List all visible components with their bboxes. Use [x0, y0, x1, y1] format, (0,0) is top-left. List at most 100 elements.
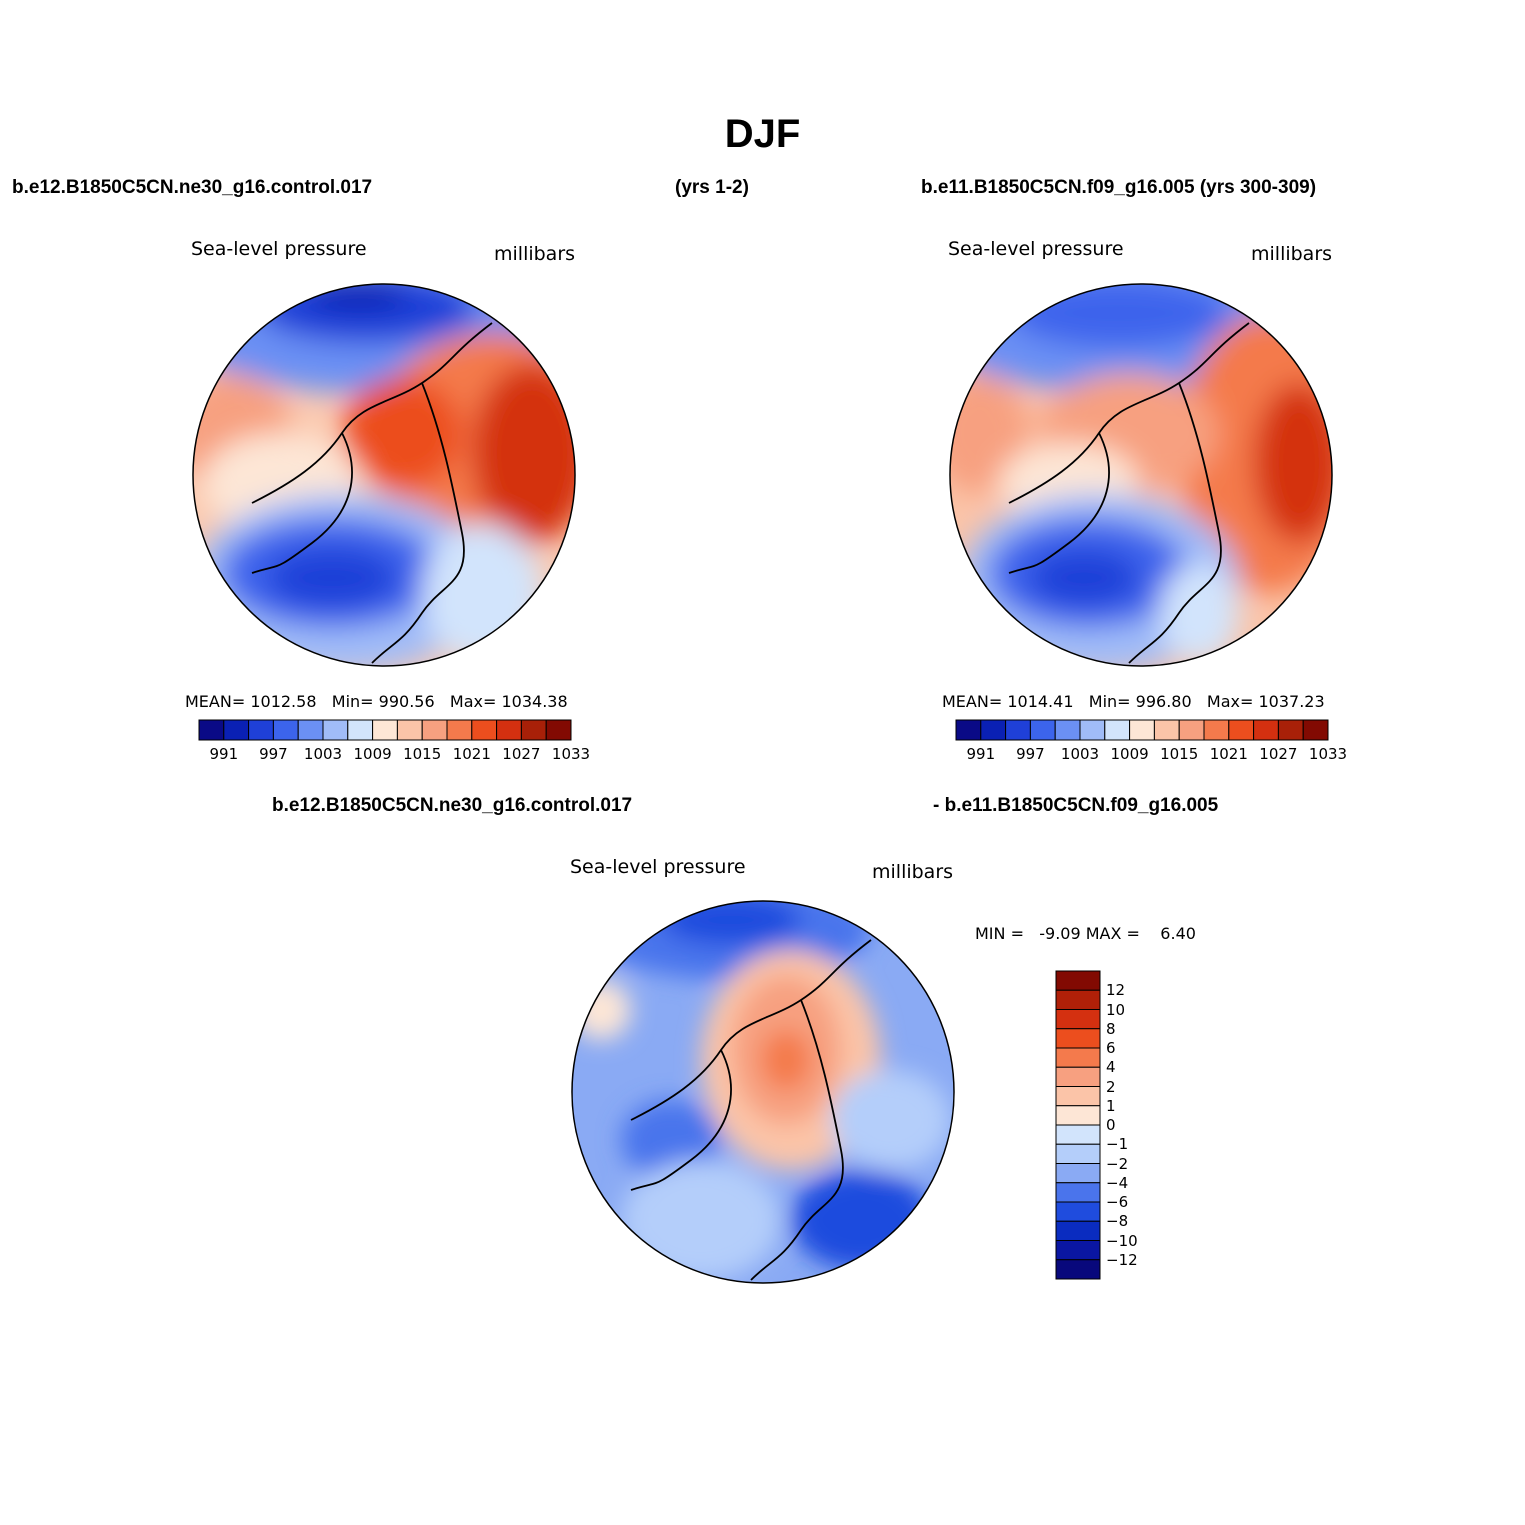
colorbar-swatch: [1005, 719, 1031, 741]
colorbar-swatch: [272, 719, 299, 741]
diff-colorbar-tick-label: −1: [1106, 1135, 1129, 1154]
colorbar-tick-label: 1027: [502, 745, 541, 763]
diff-colorbar-swatch: [1055, 1009, 1101, 1030]
colorbar-swatch: [396, 719, 423, 741]
diff-colorbar-swatch: [1055, 1240, 1101, 1261]
panel1-colorbar-ticks: 991 997 1003 1009 1015 1021 1027 1033: [199, 745, 590, 765]
diff-colorbar-tick-label: 8: [1106, 1019, 1116, 1038]
colorbar-swatch: [1079, 719, 1106, 741]
colorbar-tick-label: 1009: [353, 745, 392, 763]
diff-coastline: [630, 939, 872, 1281]
colorbar-tick-label: 1033: [551, 745, 591, 763]
diff-left-case: b.e12.B1850C5CN.ne30_g16.control.017: [272, 795, 633, 816]
panel1-stats: MEAN= 1012.58 Min= 990.56 Max= 1034.38: [185, 692, 568, 711]
diff-colorbar-swatch: [1055, 1143, 1101, 1164]
diff-colorbar-tick-label: 4: [1106, 1058, 1116, 1077]
colorbar-swatch: [520, 719, 547, 741]
colorbar-swatch: [471, 719, 498, 741]
colorbar-swatch: [1129, 719, 1155, 741]
diff-colorbar-swatch: [1055, 1220, 1101, 1241]
diff-colorbar-tick-label: −8: [1106, 1212, 1129, 1231]
left-case-years: (yrs 1-2): [675, 177, 749, 198]
colorbar-swatch: [980, 719, 1007, 741]
colorbar-swatch: [1203, 719, 1230, 741]
diff-colorbar-swatch: [1055, 970, 1101, 991]
panel1-coastline: [251, 322, 493, 664]
diff-colorbar-tick-label: 1: [1106, 1096, 1116, 1115]
colorbar-tick-label: 1009: [1110, 745, 1149, 763]
colorbar-swatch: [248, 719, 274, 741]
colorbar-swatch: [1104, 719, 1131, 741]
colorbar-swatch: [372, 719, 398, 741]
diff-colorbar-ticks: 12 10 8 6 4 2 1 0 −1 −2 −4 −6 −8 −10 −12: [1106, 971, 1166, 1279]
right-case-name: b.e11.B1850C5CN.f09_g16.005 (yrs 300-309…: [921, 177, 1317, 198]
colorbar-swatch: [322, 719, 349, 741]
diff-colorbar-swatch: [1055, 1182, 1101, 1203]
colorbar-swatch: [1054, 719, 1081, 741]
diff-colorbar-tick-label: −12: [1106, 1250, 1138, 1269]
panel2-colorbar: [955, 719, 1329, 741]
colorbar-tick-label: 1033: [1308, 745, 1348, 763]
panel1-polar-map: [192, 283, 576, 667]
diff-colorbar-tick-label: 10: [1106, 1000, 1126, 1019]
panel2-variable: Sea-level pressure: [948, 238, 1124, 260]
diff-variable: Sea-level pressure: [570, 856, 746, 878]
panel2-polar-map: [949, 283, 1333, 667]
colorbar-swatch: [545, 719, 572, 741]
panel2-stats: MEAN= 1014.41 Min= 996.80 Max= 1037.23: [942, 692, 1325, 711]
diff-right-case: - b.e11.B1850C5CN.f09_g16.005: [933, 795, 1219, 816]
colorbar-tick-label: 991: [209, 745, 239, 763]
colorbar-swatch: [1277, 719, 1304, 741]
colorbar-swatch: [955, 719, 982, 741]
diff-colorbar-swatch: [1055, 1047, 1101, 1068]
colorbar-tick-label: 991: [966, 745, 996, 763]
panel2-units: millibars: [1251, 243, 1333, 265]
diff-colorbar-swatch: [1055, 1124, 1101, 1145]
left-case-name: b.e12.B1850C5CN.ne30_g16.control.017: [12, 177, 373, 198]
colorbar-swatch: [1153, 719, 1180, 741]
diff-polar-map: [571, 900, 955, 1284]
diff-colorbar-tick-label: 2: [1106, 1077, 1116, 1096]
diff-minmax: MIN = -9.09 MAX = 6.40: [975, 924, 1196, 943]
panel1-colorbar: [198, 719, 572, 741]
diff-colorbar-swatch: [1055, 1163, 1101, 1184]
diff-colorbar-tick-label: −6: [1106, 1193, 1129, 1211]
figure-title: DJF: [724, 112, 801, 156]
colorbar-tick-label: 1003: [1060, 745, 1100, 763]
colorbar-swatch: [347, 719, 374, 741]
diff-colorbar-tick-label: −10: [1106, 1231, 1138, 1250]
colorbar-swatch: [421, 719, 448, 741]
diff-colorbar-tick-label: 0: [1106, 1116, 1116, 1134]
diff-colorbar-tick-label: 12: [1106, 981, 1126, 1000]
diff-colorbar-swatch: [1055, 1028, 1101, 1049]
colorbar-swatch: [496, 719, 522, 741]
colorbar-tick-label: 997: [1016, 745, 1045, 763]
diff-colorbar: [1055, 970, 1101, 1280]
diff-colorbar-swatch: [1055, 1066, 1101, 1087]
colorbar-tick-label: 1003: [303, 745, 343, 763]
colorbar-tick-label: 1015: [1160, 745, 1199, 763]
colorbar-tick-label: 1021: [452, 745, 491, 763]
diff-colorbar-swatch: [1055, 1086, 1101, 1107]
diff-units: millibars: [872, 861, 954, 883]
colorbar-tick-label: 1027: [1259, 745, 1298, 763]
colorbar-tick-label: 1015: [403, 745, 442, 763]
diff-colorbar-swatch: [1055, 989, 1101, 1010]
colorbar-swatch: [1253, 719, 1279, 741]
colorbar-swatch: [1178, 719, 1205, 741]
colorbar-swatch: [223, 719, 250, 741]
colorbar-swatch: [198, 719, 225, 741]
diff-colorbar-tick-label: −4: [1106, 1173, 1129, 1192]
panel2-colorbar-ticks: 991 997 1003 1009 1015 1021 1027 1033: [956, 745, 1347, 765]
colorbar-swatch: [446, 719, 473, 741]
diff-colorbar-swatch: [1055, 1201, 1101, 1222]
colorbar-tick-label: 997: [259, 745, 288, 763]
colorbar-swatch: [1302, 719, 1329, 741]
panel1-units: millibars: [494, 243, 576, 265]
colorbar-swatch: [297, 719, 324, 741]
diff-colorbar-tick-label: −2: [1106, 1154, 1129, 1173]
diff-colorbar-swatch: [1055, 1259, 1101, 1280]
colorbar-swatch: [1029, 719, 1056, 741]
panel2-coastline: [1008, 322, 1250, 664]
diff-colorbar-swatch: [1055, 1105, 1101, 1126]
